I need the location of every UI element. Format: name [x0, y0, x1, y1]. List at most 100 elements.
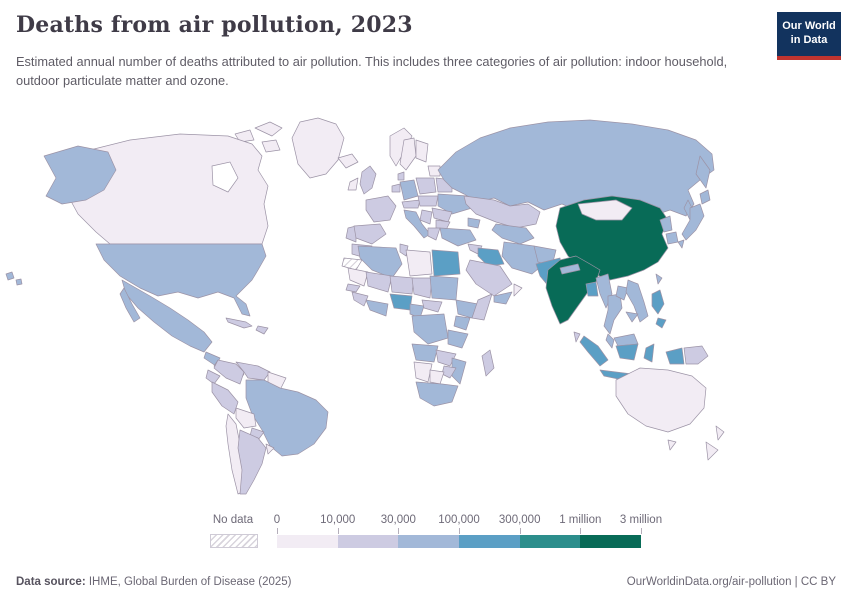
country-benelux[interactable] [391, 183, 401, 193]
country-niger[interactable] [389, 275, 415, 295]
country-kenya[interactable] [453, 315, 471, 331]
country-japan-kyushu[interactable] [677, 239, 685, 249]
country-dr-congo[interactable] [411, 313, 449, 345]
legend-color-bar[interactable] [277, 535, 642, 548]
country-sri-lanka[interactable] [573, 331, 581, 343]
country-western-sahara[interactable] [341, 257, 363, 271]
country-japan-honshu[interactable] [681, 203, 705, 241]
country-baja[interactable] [119, 287, 141, 323]
country-vietnam[interactable] [625, 279, 649, 323]
country-saudi-arabia[interactable] [465, 259, 513, 297]
legend-bin-3[interactable] [398, 535, 460, 548]
country-mongolia[interactable] [577, 199, 633, 221]
country-united-kingdom[interactable] [359, 165, 377, 195]
country-oman[interactable] [513, 283, 523, 297]
country-australia[interactable] [615, 367, 707, 433]
country-tunisia[interactable] [399, 243, 409, 257]
country-north-korea[interactable] [659, 215, 673, 233]
country-sumatra[interactable] [579, 335, 609, 367]
country-denmark[interactable] [397, 171, 405, 181]
country-senegal[interactable] [345, 283, 361, 293]
country-new-zealand-north[interactable] [715, 425, 725, 441]
country-ukraine[interactable] [437, 193, 473, 215]
country-new-zealand-south[interactable] [705, 441, 719, 461]
country-peru[interactable] [211, 381, 239, 415]
country-namibia[interactable] [413, 361, 433, 383]
country-mauritania[interactable] [347, 267, 369, 287]
country-cote-divoire-ghana[interactable] [365, 299, 389, 317]
country-iceland[interactable] [337, 153, 359, 169]
country-ireland[interactable] [347, 177, 359, 191]
world-choropleth-map[interactable] [0, 108, 850, 508]
owid-logo[interactable]: Our World in Data [777, 12, 841, 60]
country-hawaii[interactable] [5, 271, 15, 281]
country-turkey[interactable] [439, 227, 477, 247]
country-brazil[interactable] [245, 379, 329, 457]
legend-bin-1[interactable] [277, 535, 338, 548]
country-west-papua[interactable] [665, 347, 685, 365]
country-argentina[interactable] [237, 429, 267, 495]
country-angola[interactable] [411, 343, 439, 363]
country-guinea[interactable] [351, 291, 369, 307]
country-sudan[interactable] [429, 275, 459, 301]
legend-bin-5[interactable] [519, 535, 581, 548]
country-botswana[interactable] [429, 369, 445, 385]
country-tanzania[interactable] [447, 329, 469, 349]
country-mexico[interactable] [121, 279, 213, 353]
country-japan-hokkaido[interactable] [699, 189, 711, 205]
country-uruguay[interactable] [265, 443, 275, 455]
country-italy[interactable] [403, 209, 431, 239]
country-portugal[interactable] [345, 225, 357, 243]
country-russia[interactable] [437, 119, 715, 217]
country-canada[interactable] [61, 133, 269, 245]
country-taiwan[interactable] [655, 273, 663, 285]
country-egypt[interactable] [431, 249, 461, 277]
license-link[interactable]: OurWorldinData.org/air-pollution | CC BY [626, 576, 836, 588]
country-mali[interactable] [365, 271, 393, 293]
country-kazakhstan[interactable] [463, 195, 541, 229]
country-bolivia[interactable] [235, 407, 257, 429]
country-madagascar[interactable] [481, 349, 495, 377]
country-bangladesh[interactable] [585, 281, 599, 297]
country-uzbekistan[interactable] [491, 223, 535, 245]
country-south-africa[interactable] [415, 381, 459, 407]
country-finland[interactable] [415, 139, 429, 163]
country-baltics[interactable] [427, 165, 441, 177]
country-poland[interactable] [415, 177, 437, 195]
country-nepal[interactable] [559, 263, 581, 275]
country-cuba[interactable] [225, 317, 253, 329]
country-greenland[interactable] [291, 117, 345, 179]
country-canada-arctic3[interactable] [261, 139, 281, 153]
country-sweden[interactable] [399, 137, 417, 171]
legend-bin-4[interactable] [459, 535, 520, 548]
country-hispaniola[interactable] [255, 325, 269, 335]
country-nigeria[interactable] [389, 293, 413, 311]
country-libya[interactable] [405, 249, 433, 277]
country-malaysia[interactable] [605, 333, 615, 349]
country-caucasus[interactable] [467, 217, 481, 229]
country-tasmania[interactable] [667, 439, 677, 451]
country-spain[interactable] [353, 223, 387, 245]
country-central-african-republic[interactable] [421, 299, 443, 313]
country-kalimantan[interactable] [615, 343, 639, 361]
country-yemen[interactable] [493, 291, 513, 305]
country-alpine[interactable] [401, 199, 421, 209]
country-zambia[interactable] [435, 349, 457, 367]
country-philippines-mindanao[interactable] [655, 317, 667, 329]
country-zimbabwe[interactable] [441, 365, 457, 379]
country-united-states[interactable] [95, 243, 267, 317]
country-cambodia[interactable] [625, 311, 639, 323]
country-canada-arctic[interactable] [254, 121, 283, 137]
country-france[interactable] [365, 195, 397, 223]
country-greece[interactable] [427, 227, 441, 241]
country-hawaii2[interactable] [15, 278, 23, 286]
country-somalia[interactable] [471, 293, 493, 321]
country-chad[interactable] [411, 277, 433, 299]
country-south-korea[interactable] [665, 231, 679, 245]
country-china[interactable] [555, 195, 669, 281]
legend-bin-6[interactable] [580, 535, 642, 548]
country-philippines[interactable] [651, 289, 665, 315]
legend-bin-2[interactable] [337, 535, 399, 548]
country-laos[interactable] [615, 285, 629, 301]
country-papua-new-guinea[interactable] [683, 345, 709, 365]
